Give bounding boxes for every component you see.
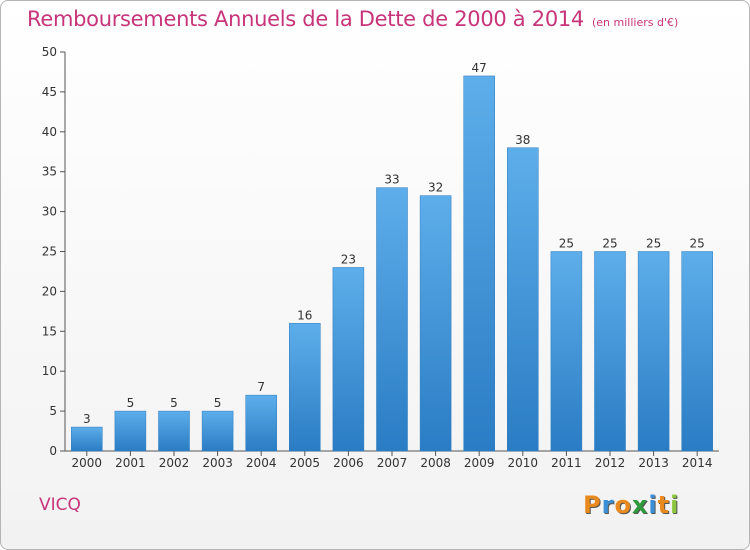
chart-title-block: Remboursements Annuels de la Dette de 20…: [27, 7, 678, 31]
bar: [419, 195, 452, 452]
bar: [71, 426, 103, 452]
bar-value-label: 38: [515, 133, 530, 147]
bar: [637, 251, 670, 452]
bar: [114, 410, 147, 452]
bar: [201, 410, 234, 452]
bar-value-label: 5: [214, 396, 222, 410]
bar-value-label: 32: [428, 181, 443, 195]
logo-letter: P: [583, 491, 602, 519]
commune-name: VICQ: [39, 495, 81, 515]
x-tick-label: 2009: [464, 456, 495, 470]
logo-letter: i: [670, 491, 680, 519]
bar: [376, 187, 408, 452]
bar: [681, 251, 713, 452]
bar: [594, 251, 626, 452]
x-tick-label: 2010: [508, 456, 539, 470]
logo-letter: o: [614, 491, 632, 519]
y-tick-label: 20: [42, 284, 57, 298]
x-tick-label: 2013: [638, 456, 669, 470]
y-tick-label: 25: [42, 245, 57, 259]
y-tick-label: 30: [42, 205, 57, 219]
x-tick-label: 2012: [595, 456, 626, 470]
logo-letter: r: [601, 491, 615, 519]
x-tick-label: 2000: [72, 456, 103, 470]
chart-title: Remboursements Annuels de la Dette de 20…: [27, 7, 584, 31]
bar-value-label: 25: [690, 237, 705, 251]
y-tick-label: 35: [42, 165, 57, 179]
y-tick-label: 45: [42, 85, 57, 99]
bar-value-label: 47: [472, 61, 487, 75]
x-tick-label: 2002: [159, 456, 190, 470]
bar: [332, 267, 365, 452]
y-tick-label: 5: [49, 404, 57, 418]
bar: [463, 75, 495, 452]
bar: [550, 251, 583, 452]
logo-letter: t: [657, 491, 671, 519]
x-tick-label: 2011: [551, 456, 582, 470]
x-tick-label: 2007: [377, 456, 408, 470]
bar-value-label: 25: [646, 237, 661, 251]
logo-letter: i: [648, 491, 658, 519]
logo-letter: x: [631, 491, 649, 519]
bar-value-label: 25: [602, 237, 617, 251]
bar: [158, 410, 190, 452]
bar-value-label: 5: [170, 396, 178, 410]
y-tick-label: 15: [42, 324, 57, 338]
bar-value-label: 3: [83, 412, 91, 426]
bar-value-label: 25: [559, 237, 574, 251]
bar: [289, 323, 321, 452]
bar: [245, 394, 277, 452]
bar-value-label: 33: [384, 173, 399, 187]
x-tick-label: 2014: [682, 456, 713, 470]
y-tick-label: 0: [49, 444, 57, 458]
bar-value-label: 16: [297, 308, 312, 322]
bar-value-label: 23: [341, 252, 356, 266]
chart-subtitle: (en milliers d'€): [592, 16, 679, 29]
y-tick-label: 10: [42, 364, 57, 378]
bar: [507, 147, 539, 452]
x-tick-label: 2001: [115, 456, 146, 470]
y-tick-label: 40: [42, 125, 57, 139]
x-tick-label: 2005: [290, 456, 321, 470]
bar-value-label: 7: [257, 380, 265, 394]
proxiti-logo: Proxiti: [583, 491, 679, 519]
x-tick-label: 2003: [202, 456, 233, 470]
x-tick-label: 2008: [420, 456, 451, 470]
bar-value-label: 5: [127, 396, 135, 410]
y-tick-label: 50: [42, 45, 57, 59]
x-tick-label: 2006: [333, 456, 364, 470]
x-tick-label: 2004: [246, 456, 277, 470]
